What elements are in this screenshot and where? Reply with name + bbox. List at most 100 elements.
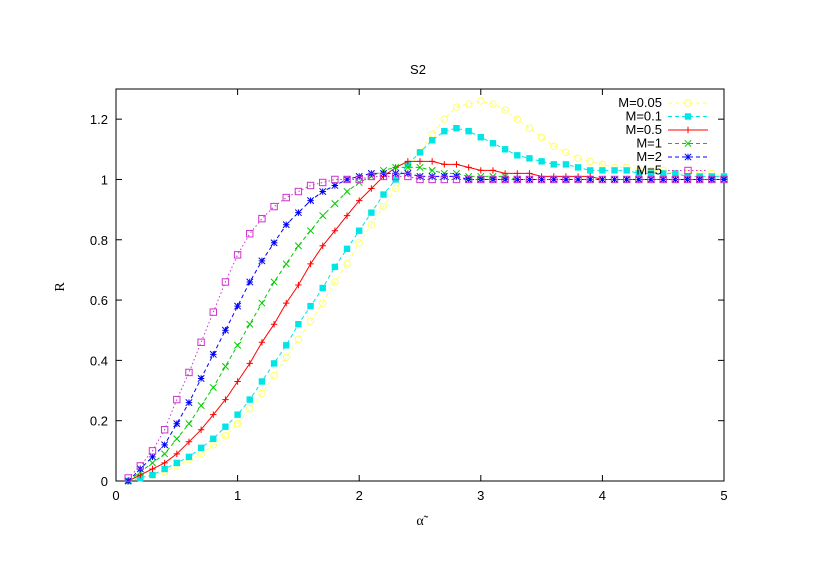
data-point (161, 450, 169, 458)
y-tick-label: 0.2 (90, 414, 108, 429)
data-point (464, 100, 473, 108)
y-tick-label: 0 (101, 474, 108, 489)
data-point (452, 103, 461, 111)
data-point (173, 459, 180, 467)
data-point (197, 338, 205, 346)
chart-title: S2 (410, 62, 426, 77)
data-point (210, 435, 217, 442)
data-point (623, 175, 631, 184)
data-point (514, 152, 521, 159)
data-point (379, 202, 388, 211)
data-point (453, 125, 460, 132)
data-point (234, 302, 242, 310)
data-point (160, 426, 169, 434)
data-point (258, 378, 266, 385)
data-point (635, 175, 643, 184)
data-point (428, 137, 436, 144)
data-point (124, 474, 132, 482)
x-tick-label: 0 (112, 488, 119, 503)
data-point (173, 420, 181, 428)
data-point (197, 402, 205, 410)
data-point (672, 170, 679, 177)
data-point (197, 444, 205, 452)
data-point (368, 185, 375, 192)
data-point (695, 175, 704, 184)
data-point (562, 148, 570, 157)
data-point (611, 167, 618, 174)
series-line (128, 100, 725, 482)
data-point (367, 220, 376, 229)
data-point (525, 175, 534, 184)
data-point (319, 212, 327, 220)
data-point (355, 175, 363, 184)
legend-label: M=5 (636, 163, 662, 178)
data-point (246, 278, 254, 286)
data-point (440, 115, 449, 123)
legend-label: M=0.1 (626, 109, 663, 124)
legend: M=0.05M=0.1M=0.5M=1M=2M=5 (618, 95, 708, 178)
data-point (233, 420, 242, 428)
data-point (477, 175, 485, 184)
data-point (501, 175, 509, 184)
data-point (149, 465, 156, 473)
data-point (161, 465, 168, 473)
data-point (270, 202, 278, 211)
data-point (647, 170, 655, 177)
data-point (319, 299, 327, 307)
data-point (294, 335, 303, 343)
data-point (720, 175, 728, 184)
data-point (428, 166, 436, 174)
data-point (538, 175, 546, 184)
x-tick-label: 1 (234, 488, 241, 503)
data-point (173, 395, 181, 404)
data-point (246, 396, 253, 403)
data-point (356, 197, 363, 204)
data-point (258, 257, 266, 265)
data-point (586, 175, 594, 184)
data-point (246, 360, 253, 367)
data-point (428, 158, 436, 165)
data-point (343, 175, 351, 184)
data-point (246, 230, 254, 238)
data-point (513, 175, 521, 184)
data-point (282, 353, 290, 362)
data-point (222, 396, 229, 403)
data-point (574, 164, 582, 171)
data-point (525, 124, 534, 132)
data-point (550, 142, 558, 150)
data-point (526, 155, 533, 162)
y-tick-label: 1.2 (90, 112, 108, 127)
data-point (331, 200, 339, 208)
data-point (587, 167, 594, 174)
data-point (623, 175, 631, 184)
data-point (221, 362, 229, 370)
data-point (550, 175, 558, 184)
data-point (209, 383, 217, 392)
y-tick-label: 0.8 (90, 233, 108, 248)
x-tick-label: 5 (720, 488, 727, 503)
data-point (234, 411, 241, 418)
data-point (319, 187, 327, 196)
data-point (258, 299, 266, 307)
data-point (270, 239, 278, 247)
data-point (161, 459, 168, 467)
series-layer (124, 97, 728, 485)
series-line (127, 166, 724, 482)
data-point (270, 321, 278, 328)
data-point (343, 245, 351, 253)
data-point (209, 308, 217, 316)
series-m-5 (124, 172, 728, 482)
axis-ticks: 0 1 2 3 4 5 0 0.2 0.4 0.6 0.8 1 1.2 (90, 89, 728, 503)
data-point (501, 175, 509, 184)
data-point (452, 175, 461, 184)
data-point (356, 227, 363, 234)
data-point (209, 350, 217, 358)
x-axis-label: α̃ (416, 514, 428, 529)
data-point (137, 471, 144, 479)
data-point (221, 326, 229, 334)
data-point (513, 175, 521, 184)
data-point (149, 471, 156, 479)
data-point (343, 175, 351, 184)
data-point (586, 175, 594, 184)
data-point (197, 374, 205, 383)
